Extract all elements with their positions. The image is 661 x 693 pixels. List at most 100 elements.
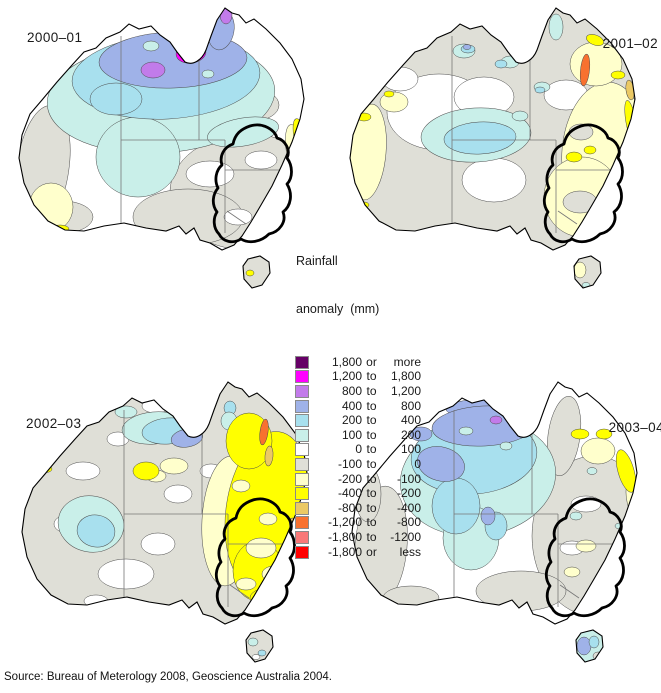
murray-darling-basin-outline [211,123,293,244]
legend-label-part: 800 [400,398,421,413]
legend-label-part: or [366,354,377,369]
legend-label-part: to [366,471,377,486]
australia-rainfall-map-svg [18,7,305,289]
year-label-2003-04: 2003–04 [608,420,661,435]
year-label-2001-02: 2001–02 [602,36,658,51]
legend-item-label: 400 to 800 [318,398,421,413]
legend-label-part: to [366,398,377,413]
legend-color-swatch [295,457,309,471]
legend-item-label: 1,200 to 1,800 [318,370,421,383]
legend-item-label: -1,800 to -1200 [318,529,421,544]
legend-label-part: 100 [400,442,421,457]
legend-label-part: -1,200 [327,515,362,530]
legend-color-swatch [295,355,309,369]
year-label-2002-03: 2002–03 [26,416,82,431]
legend-label-part: to [366,369,377,384]
legend-label-part: 1,800 [331,354,362,369]
legend-label-part: to [366,456,377,471]
legend-color-swatch [295,414,309,428]
legend-item: 1,800 or more [295,355,421,370]
legend-label-part: -400 [337,486,362,501]
legend-item: -1,800 or less [295,545,421,560]
legend-item-label: -400 to -200 [318,487,421,500]
legend-item-label: -200 to -100 [318,471,421,486]
legend-item-label: 100 to 200 [318,427,421,442]
australia-rainfall-map-svg [351,381,638,663]
legend-item: -1,800 to -1200 [295,530,421,545]
source-note: Source: Bureau of Meterology 2008, Geosc… [4,671,332,683]
legend-title: Rainfall anomaly (mm) [296,221,421,349]
year-label-2000-01: 2000–01 [27,30,83,45]
legend-label-part: 1,800 [390,369,421,384]
legend-item-label: -100 to 0 [318,456,421,471]
coastline [349,7,636,289]
legend-item-label: -800 to -400 [318,500,421,515]
coastline [351,381,638,663]
legend-label-part: -200 [337,471,362,486]
legend-label-part: less [399,544,421,559]
legend-label-part: -100 [396,471,421,486]
legend-label-part: to [366,515,377,530]
legend-item: 100 to 200 [295,428,421,443]
legend-label-part: 0 [355,442,362,457]
map-2001-02: 2001–02 [334,2,661,302]
legend-label-part: -200 [396,486,421,501]
legend-label-part: to [366,486,377,501]
legend-item: 1,200 to 1,800 [295,370,421,385]
state-borders [453,410,617,607]
state-borders [120,36,284,233]
legend-item-label: -1,200 to -800 [318,516,421,529]
murray-darling-basin-outline [214,497,296,618]
legend-rows: 1,800 or more 1,200 to 1,800 800 to 1,200 400 to 80… [295,355,421,559]
legend-item: 800 to 1,200 [295,384,421,399]
legend-item: -800 to -400 [295,501,421,516]
legend-label-part: -100 [337,456,362,471]
map-2000-01: 2000–01 [3,2,333,302]
legend-label-part: 800 [341,383,362,398]
map-2002-03: 2002–03 [6,376,336,676]
legend-item-label: 800 to 1,200 [318,383,421,398]
legend-label-part: -1,800 [327,529,362,544]
legend-color-swatch [295,501,309,515]
legend-item: 0 to 100 [295,443,421,458]
legend-color-swatch [295,399,309,413]
legend-color-swatch [295,530,309,544]
legend-item: 200 to 400 [295,413,421,428]
legend-label-part: to [366,413,377,428]
legend-item-label: -1,800 or less [318,544,421,559]
rainfall-anomaly-legend: Rainfall anomaly (mm) 1,800 or more 1,200 to… [295,221,421,559]
legend-color-swatch [295,545,309,559]
legend-label-part: 0 [414,456,421,471]
legend-label-part: 400 [400,413,421,428]
murray-darling-basin-outline [542,123,624,244]
legend-item: -200 to -100 [295,472,421,487]
legend-color-swatch [295,370,309,384]
legend-item-label: 1,800 or more [318,354,421,369]
murray-darling-basin-outline [544,497,626,618]
australia-rainfall-map-svg [349,7,636,289]
legend-item-label: 0 to 100 [318,443,421,456]
australia-rainfall-map-svg [21,381,308,663]
legend-label-part: -1,800 [327,544,362,559]
legend-label-part: to [366,500,377,515]
legend-label-part: -800 [396,515,421,530]
coastline [21,381,308,663]
state-borders [451,36,615,233]
legend-item: -1,200 to -800 [295,516,421,531]
legend-color-swatch [295,443,309,457]
legend-item: -100 to 0 [295,457,421,472]
legend-label-part: 1,200 [390,383,421,398]
legend-label-part: more [393,354,421,369]
legend-label-part: to [366,383,377,398]
legend-label-part: 1,200 [331,369,362,384]
legend-color-swatch [295,428,309,442]
legend-label-part: or [366,544,377,559]
legend-color-swatch [295,516,309,530]
legend-color-swatch [295,384,309,398]
legend-label-part: -1200 [390,529,421,544]
legend-color-swatch [295,472,309,486]
legend-label-part: -800 [337,500,362,515]
legend-label-part: 100 [341,427,362,442]
legend-title-line2: anomaly (mm) [296,302,380,316]
